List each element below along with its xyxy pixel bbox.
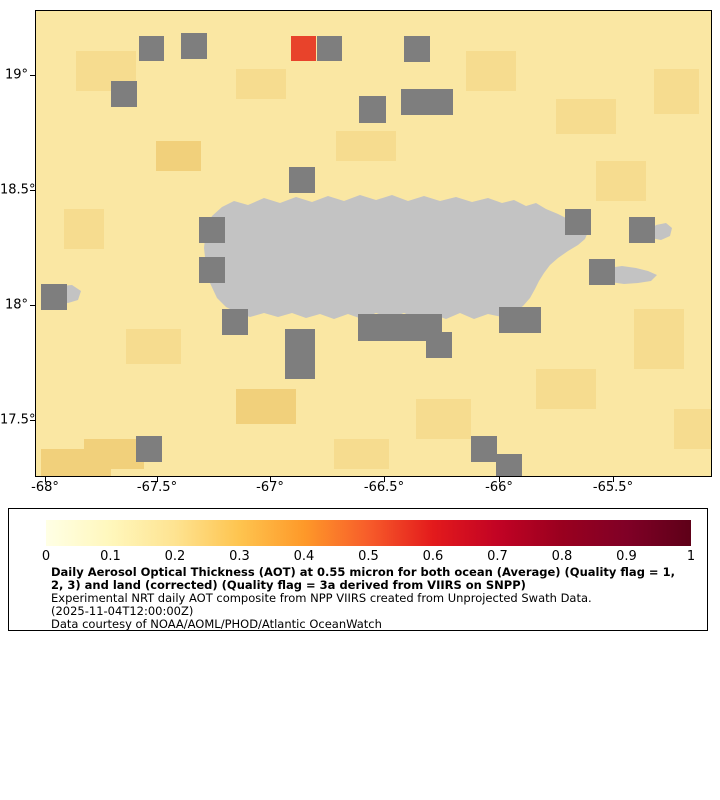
missing-data-cell <box>181 33 207 59</box>
colorbar-tick-label: 0.6 <box>422 549 444 564</box>
x-axis-tick <box>499 476 500 482</box>
colorbar-tick-label: 0.4 <box>293 549 315 564</box>
missing-data-cell <box>199 217 225 243</box>
colorbar-tick-label: 0.1 <box>100 549 121 564</box>
x-axis-label: -67° <box>256 480 284 495</box>
colorbar-tick-label: 0.8 <box>551 549 573 564</box>
aot-tint-cell <box>556 99 616 134</box>
y-axis-label: 17.5° <box>0 412 36 428</box>
missing-data-cell <box>136 436 162 462</box>
map-area: -68° -67.5° -67° -66.5° -66° -65.5° 19° 18.5° 18… <box>0 10 712 495</box>
missing-data-cell <box>199 257 225 283</box>
missing-data-cell <box>289 167 315 193</box>
map-plot <box>35 10 712 477</box>
missing-data-cell <box>426 332 452 358</box>
x-axis-label: -66.5° <box>363 480 405 495</box>
y-axis-tick <box>30 75 36 76</box>
missing-data-cell <box>629 217 655 243</box>
aot-tint-cell <box>334 439 389 469</box>
aot-tint-cell <box>126 329 181 364</box>
missing-data-cell <box>499 307 541 333</box>
legend-subtitle: Experimental NRT daily AOT composite fro… <box>51 591 592 605</box>
x-axis-label: -66° <box>485 480 513 495</box>
missing-data-cell <box>285 329 315 379</box>
missing-data-cell <box>139 36 164 61</box>
missing-data-cell <box>589 259 615 285</box>
missing-data-cell <box>401 89 453 115</box>
y-axis-tick <box>30 420 36 421</box>
colorbar-tick-label: 0.5 <box>358 549 379 564</box>
puerto-rico-landmass <box>204 195 588 319</box>
colorbar-ticks: 0 0.1 0.2 0.3 0.4 0.5 0.6 0.7 0.8 0.9 1 <box>42 549 695 564</box>
colorbar-tick-label: 0.2 <box>164 549 186 564</box>
legend-credit: Data courtesy of NOAA/AOML/PHOD/Atlantic… <box>51 617 382 631</box>
x-axis-label: -68° <box>31 480 59 495</box>
high-aot-cell <box>291 36 316 61</box>
legend-text: Daily Aerosol Optical Thickness (AOT) at… <box>51 566 701 631</box>
x-axis-tick <box>270 476 271 482</box>
colorbar-tick-label: 0 <box>41 549 51 564</box>
missing-data-cell <box>404 36 430 62</box>
aot-tint-cell <box>596 161 646 201</box>
colorbar-tick-label: 0.7 <box>487 549 508 564</box>
islands-map <box>53 195 672 319</box>
y-axis-label: 18.5° <box>0 182 36 198</box>
missing-data-cell <box>222 309 248 335</box>
aot-tint-cell <box>466 51 516 91</box>
colorbar-tick-label: 1 <box>686 549 696 564</box>
missing-data-cell <box>565 209 591 235</box>
missing-data-cell <box>317 36 342 61</box>
colorbar-tick-label: 0.3 <box>229 549 250 564</box>
legend-timestamp: (2025-11-04T12:00:00Z) <box>51 604 194 618</box>
y-axis-label: 19° <box>4 67 28 83</box>
x-axis-tick <box>45 476 46 482</box>
legend-title-line2: 2, 3) and land (corrected) (Quality flag… <box>51 578 526 592</box>
missing-data-cell <box>496 454 522 476</box>
aot-tint-cell <box>536 369 596 409</box>
missing-data-cell <box>111 81 137 107</box>
x-axis-tick <box>613 476 614 482</box>
aot-tint-cell <box>41 449 111 476</box>
aot-tint-cell <box>64 209 104 249</box>
x-axis-label: -67.5° <box>136 480 178 495</box>
missing-data-cell <box>471 436 497 462</box>
x-axis-tick <box>157 476 158 482</box>
aot-tint-cell <box>336 131 396 161</box>
missing-data-cell <box>359 96 386 123</box>
aot-tint-cell <box>674 409 711 449</box>
aot-tint-cell <box>236 389 296 424</box>
aot-tint-cell <box>156 141 201 171</box>
y-axis-label: 18° <box>4 297 28 313</box>
legend-title-line1: Daily Aerosol Optical Thickness (AOT) at… <box>51 565 675 579</box>
colorbar <box>46 520 691 546</box>
x-axis-label: -65.5° <box>592 480 634 495</box>
missing-data-cell <box>41 284 67 310</box>
aot-tint-cell <box>654 69 699 114</box>
aot-tint-cell <box>236 69 286 99</box>
colorbar-tick-label: 0.9 <box>616 549 637 564</box>
aot-tint-cell <box>634 309 684 369</box>
aot-tint-cell <box>416 399 471 439</box>
x-axis-tick <box>384 476 385 482</box>
y-axis-tick <box>30 190 36 191</box>
legend-box: 0 0.1 0.2 0.3 0.4 0.5 0.6 0.7 0.8 0.9 1 Daily Aero… <box>8 508 708 631</box>
y-axis-tick <box>30 305 36 306</box>
